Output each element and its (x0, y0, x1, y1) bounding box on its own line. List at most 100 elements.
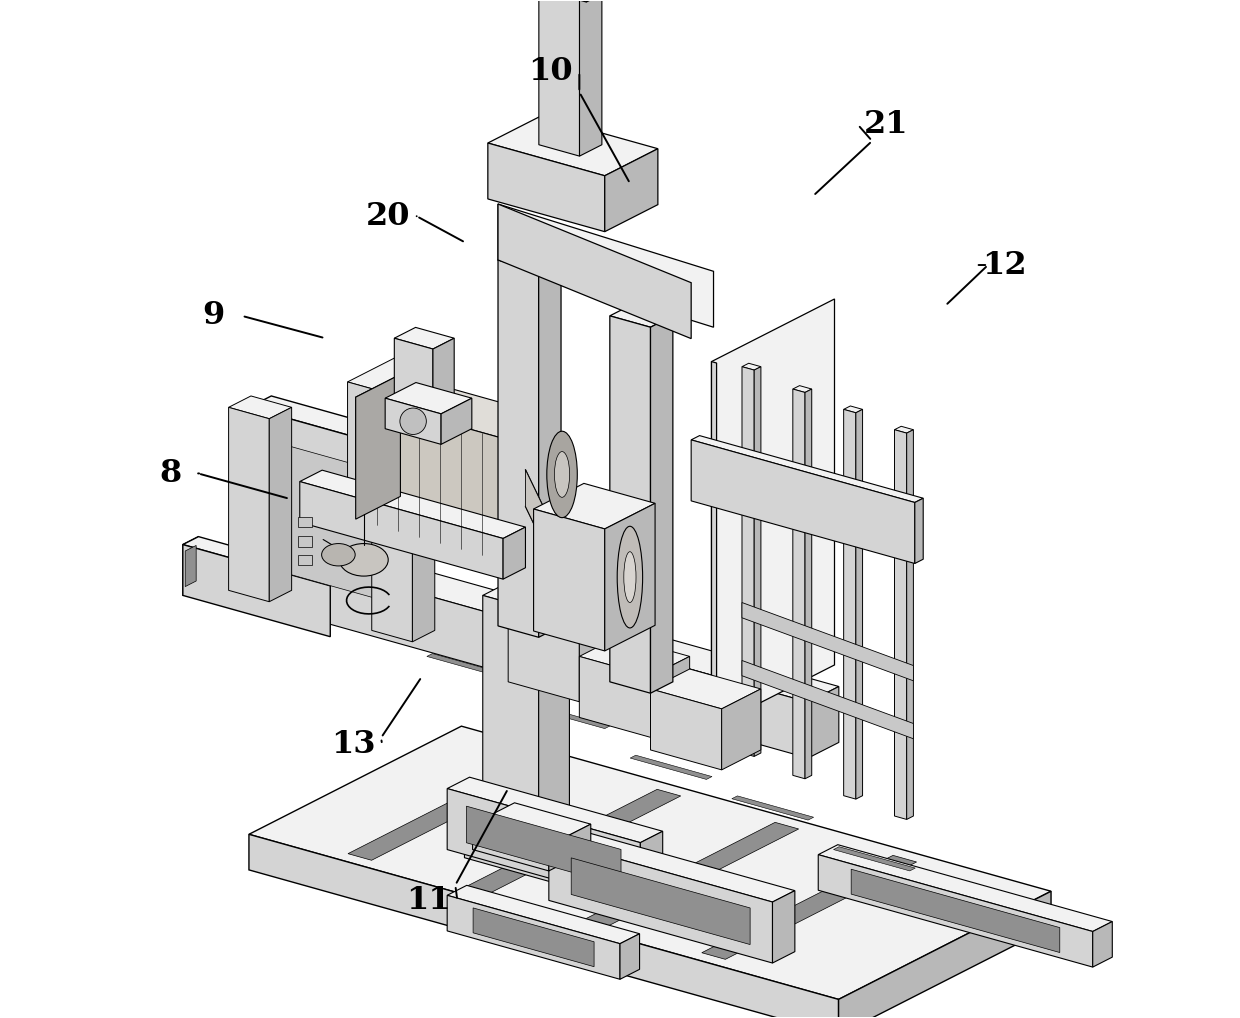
Polygon shape (487, 143, 605, 232)
Polygon shape (325, 603, 407, 627)
Text: 10: 10 (528, 56, 573, 88)
Text: 12: 12 (982, 249, 1027, 281)
Polygon shape (472, 825, 549, 871)
Polygon shape (528, 704, 610, 729)
Polygon shape (549, 840, 773, 963)
Polygon shape (498, 204, 691, 339)
Polygon shape (448, 789, 640, 904)
Polygon shape (851, 869, 1060, 953)
Polygon shape (498, 248, 560, 272)
Polygon shape (906, 430, 914, 819)
Polygon shape (356, 397, 503, 561)
Polygon shape (347, 382, 378, 532)
Polygon shape (249, 407, 412, 636)
Polygon shape (630, 755, 712, 780)
Polygon shape (691, 440, 915, 564)
Polygon shape (508, 621, 579, 701)
Polygon shape (268, 440, 392, 603)
Polygon shape (754, 366, 761, 756)
Polygon shape (185, 546, 196, 586)
Polygon shape (482, 596, 538, 855)
Polygon shape (474, 908, 594, 967)
Polygon shape (228, 396, 291, 418)
Polygon shape (894, 430, 906, 819)
Bar (298, 555, 312, 565)
Polygon shape (572, 858, 750, 945)
Polygon shape (773, 891, 795, 963)
Polygon shape (433, 338, 454, 431)
Ellipse shape (554, 452, 569, 498)
Polygon shape (356, 375, 548, 439)
Polygon shape (269, 407, 291, 602)
Polygon shape (472, 803, 590, 846)
Polygon shape (556, 838, 606, 884)
Polygon shape (742, 363, 761, 371)
Polygon shape (538, 260, 560, 637)
Polygon shape (300, 470, 526, 539)
Polygon shape (587, 0, 625, 2)
Polygon shape (610, 316, 651, 693)
Polygon shape (465, 811, 606, 863)
Text: 20: 20 (366, 201, 410, 232)
Polygon shape (818, 845, 1112, 931)
Polygon shape (386, 398, 441, 444)
Polygon shape (538, 596, 569, 855)
Polygon shape (651, 657, 689, 737)
Text: 9: 9 (202, 300, 224, 331)
Ellipse shape (624, 552, 636, 603)
Polygon shape (620, 934, 640, 979)
Polygon shape (413, 448, 435, 641)
Polygon shape (427, 654, 508, 678)
Polygon shape (894, 427, 914, 433)
Polygon shape (651, 689, 722, 770)
Polygon shape (808, 686, 838, 758)
Polygon shape (805, 389, 812, 779)
Polygon shape (651, 316, 673, 693)
Polygon shape (843, 409, 856, 799)
Polygon shape (482, 580, 569, 611)
Polygon shape (610, 304, 673, 327)
Polygon shape (712, 361, 717, 729)
Ellipse shape (547, 432, 578, 517)
Polygon shape (249, 726, 1052, 1000)
Polygon shape (1092, 921, 1112, 967)
Polygon shape (182, 545, 330, 636)
Polygon shape (579, 0, 601, 156)
Polygon shape (412, 442, 434, 636)
Polygon shape (182, 536, 198, 596)
Polygon shape (539, 0, 579, 156)
Polygon shape (228, 407, 269, 602)
Polygon shape (441, 398, 472, 444)
Polygon shape (605, 149, 658, 232)
Polygon shape (915, 498, 924, 564)
Polygon shape (651, 669, 761, 709)
Text: 8: 8 (160, 458, 182, 489)
Polygon shape (249, 835, 838, 1018)
Polygon shape (182, 536, 346, 585)
Polygon shape (249, 396, 434, 453)
Bar (298, 517, 312, 527)
Polygon shape (394, 328, 454, 349)
Polygon shape (742, 366, 754, 756)
Polygon shape (386, 383, 472, 414)
Polygon shape (584, 823, 799, 926)
Polygon shape (378, 364, 428, 532)
Polygon shape (742, 661, 914, 739)
Polygon shape (833, 847, 915, 871)
Polygon shape (533, 484, 655, 529)
Polygon shape (394, 338, 433, 431)
Polygon shape (347, 356, 428, 391)
Bar (298, 536, 312, 547)
Polygon shape (843, 406, 863, 412)
Polygon shape (549, 825, 590, 871)
Polygon shape (508, 601, 619, 640)
Polygon shape (640, 832, 662, 904)
Polygon shape (448, 777, 662, 843)
Ellipse shape (618, 526, 642, 628)
Text: 13: 13 (331, 729, 376, 760)
Polygon shape (792, 389, 805, 779)
Polygon shape (838, 891, 1052, 1018)
Polygon shape (466, 789, 681, 894)
Polygon shape (742, 603, 914, 681)
Polygon shape (498, 260, 538, 637)
